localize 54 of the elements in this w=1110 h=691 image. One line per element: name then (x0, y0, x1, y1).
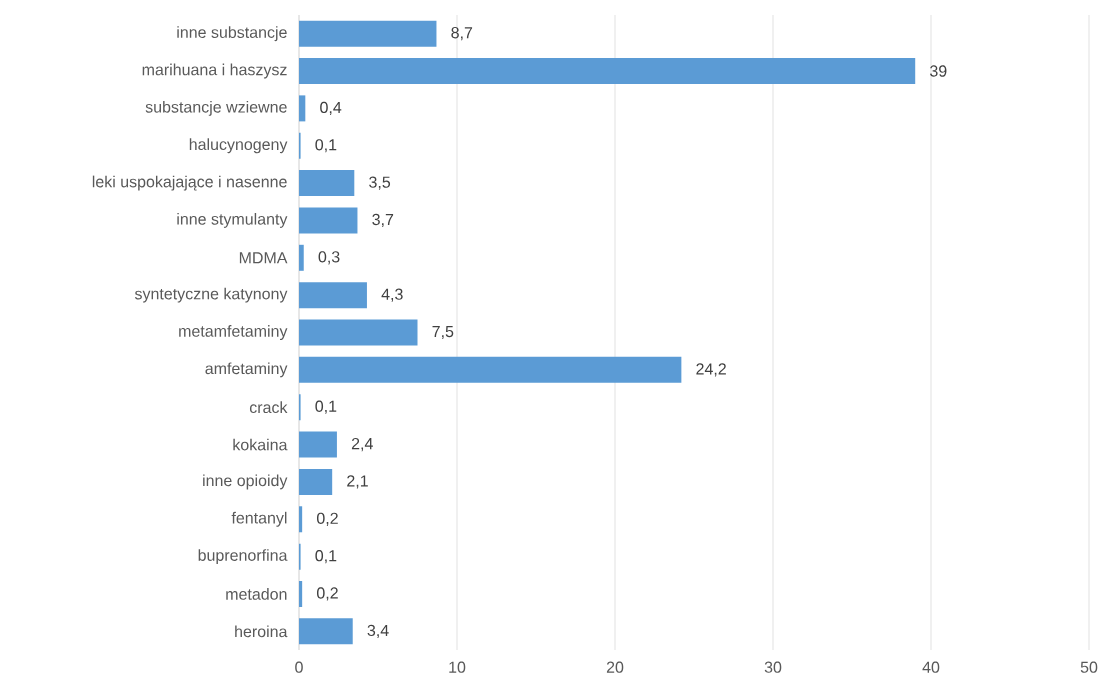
data-label: 39 (930, 65, 947, 77)
data-label: 0,4 (320, 101, 342, 115)
data-label: 3,7 (372, 213, 394, 228)
data-label: 24,2 (696, 363, 726, 377)
bar (299, 580, 303, 607)
bar (299, 58, 916, 85)
y-tick-label: metadon (226, 588, 287, 600)
bar (299, 244, 304, 271)
x-tick-label: 0 (295, 661, 303, 673)
y-tick-label: halucynogeny (189, 138, 288, 154)
y-tick-label: heroina (235, 625, 288, 638)
data-label: 3,4 (367, 624, 389, 638)
data-label: 2,1 (347, 475, 368, 489)
y-tick-label: inne stymulanty (177, 212, 288, 228)
x-tick-label: 30 (764, 661, 782, 673)
y-tick-label: marihuana i haszysz (142, 63, 287, 79)
y-tick-label: crack (249, 401, 288, 414)
y-tick-label: inne substancje (177, 26, 287, 42)
y-tick-label: syntetyczne katynony (134, 287, 288, 303)
x-tick-label: 50 (1080, 661, 1098, 673)
data-label: 0,2 (316, 587, 338, 601)
bar (299, 506, 303, 533)
bar (299, 170, 355, 197)
x-tick-label: 10 (449, 661, 466, 673)
y-tick-label: fentanyl (231, 511, 287, 527)
data-label: 0,2 (316, 512, 338, 526)
data-label: 4,3 (381, 288, 403, 302)
bar (299, 468, 333, 495)
y-tick-label: leki uspokajające i nasenne (92, 175, 287, 191)
y-tick-label: substancje wziewne (145, 100, 287, 116)
y-tick-label: amfetaminy (205, 362, 288, 378)
y-tick-label: buprenorfina (198, 549, 288, 565)
x-tick-label: 40 (922, 661, 940, 673)
data-label: 0,1 (315, 139, 337, 153)
data-label: 2,4 (351, 437, 373, 452)
data-label: 7,5 (432, 325, 454, 340)
bar (299, 618, 353, 645)
y-tick-label: metamfetaminy (179, 325, 288, 340)
data-label: 0,3 (318, 251, 340, 265)
data-label: 8,7 (451, 27, 473, 41)
data-label: 3,5 (369, 176, 391, 190)
y-tick-label: inne opioidy (203, 474, 288, 490)
bar (299, 431, 337, 458)
data-label: 0,1 (315, 550, 337, 564)
y-tick-label: kokaina (233, 438, 288, 451)
y-tick-label: MDMA (239, 252, 288, 264)
bar (299, 95, 306, 122)
x-tick-label: 20 (606, 661, 624, 673)
data-label: 0,1 (315, 400, 337, 414)
bar (299, 207, 358, 234)
bar (299, 20, 437, 47)
bar (299, 319, 418, 346)
bar (299, 356, 682, 383)
bar (299, 282, 367, 309)
